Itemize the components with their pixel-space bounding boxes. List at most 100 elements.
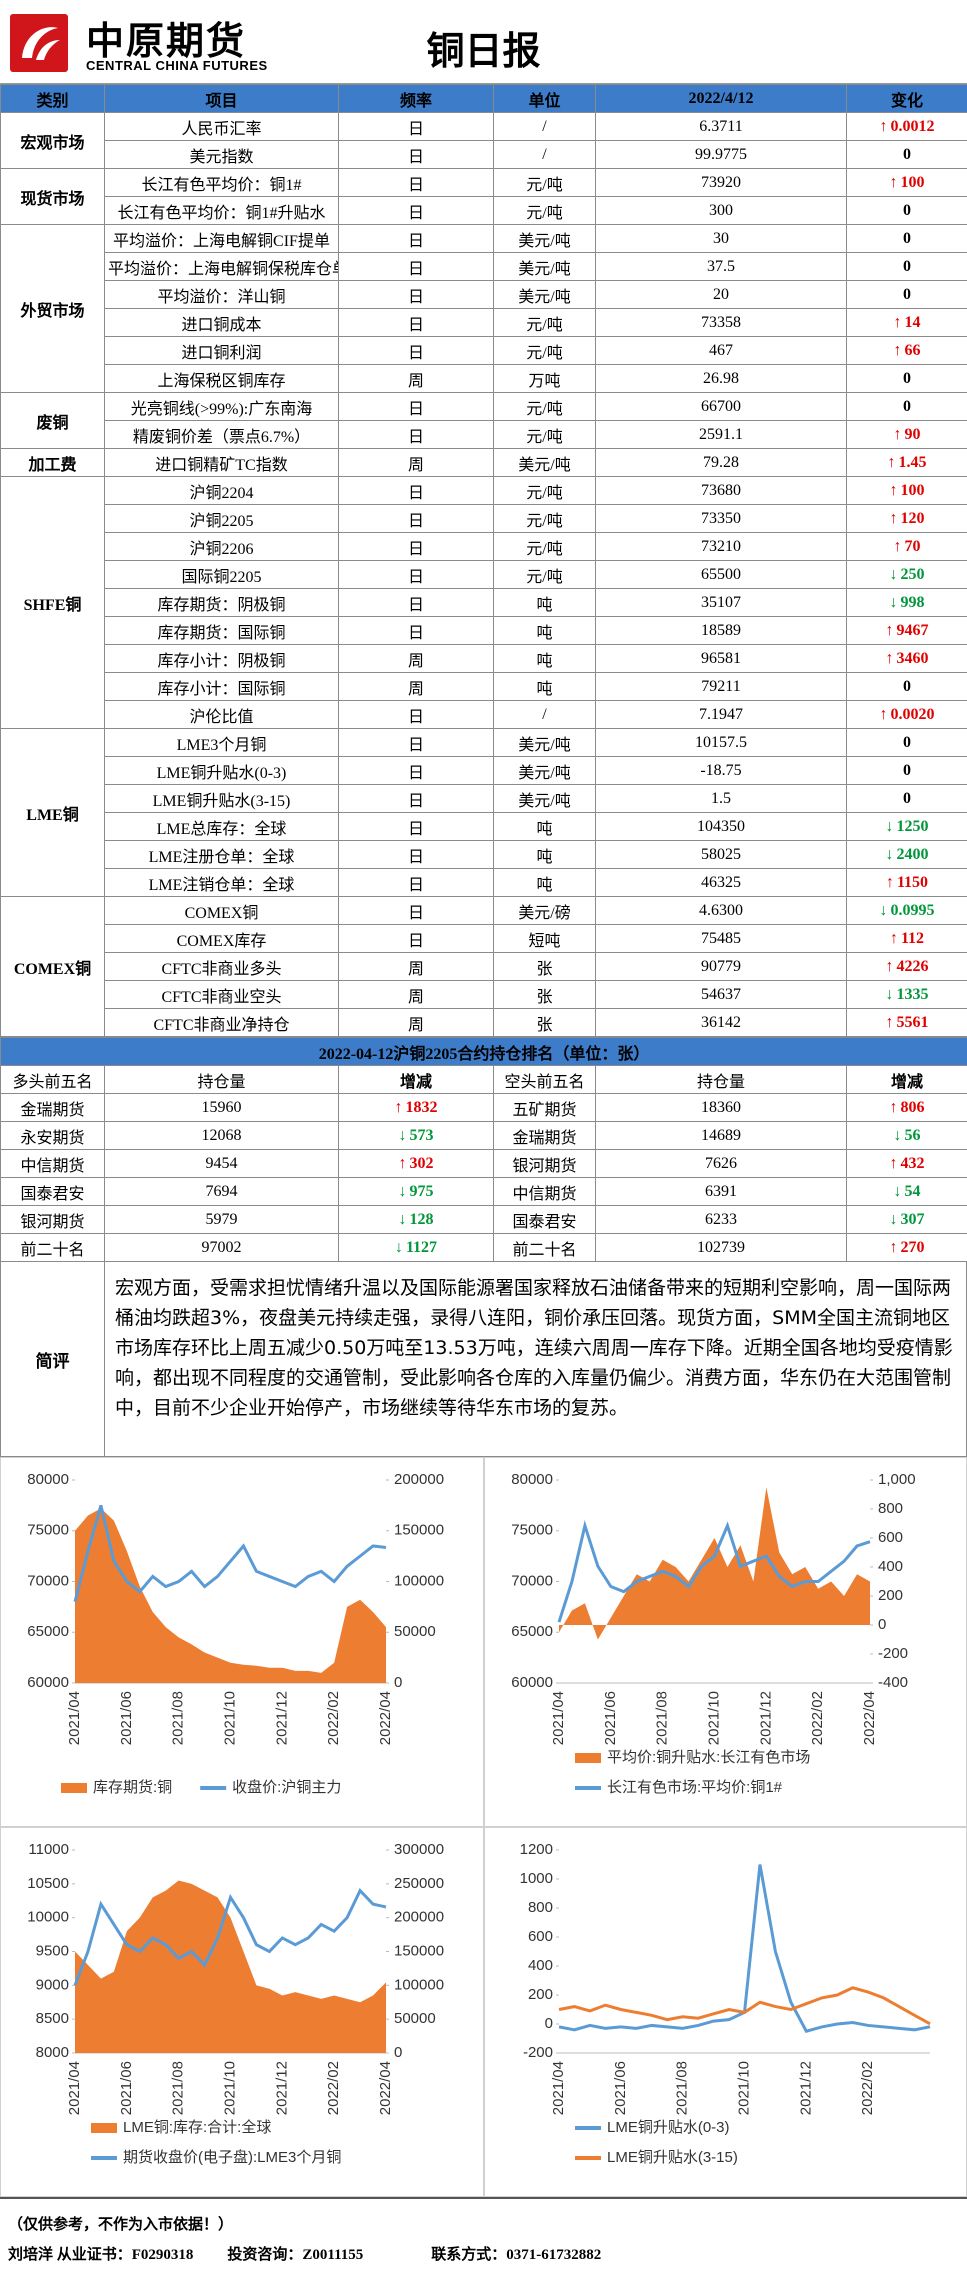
x-tick-label: 2022/02: [325, 1691, 342, 1745]
change: 128: [338, 1205, 494, 1234]
freq: 日: [338, 280, 494, 309]
unit: 元/吨: [493, 392, 596, 421]
volume: 9454: [104, 1149, 339, 1178]
freq: 日: [338, 700, 494, 729]
logo-subtext: CENTRAL CHINA FUTURES: [86, 58, 268, 73]
subheader: 持仓量: [104, 1065, 339, 1094]
value: 300: [595, 196, 847, 225]
freq: 日: [338, 812, 494, 841]
value: 2591.1: [595, 420, 847, 449]
y-tick-label: 75000: [27, 1522, 69, 1539]
unit: 万吨: [493, 364, 596, 393]
x-tick-label: 2021/12: [797, 2061, 814, 2115]
chart: -200 0 200 400 600 800 1000 1200 2021/04 2021/06 2…: [520, 1841, 931, 2166]
item: 美元指数: [104, 140, 339, 169]
value: 73210: [595, 532, 847, 561]
freq: 周: [338, 364, 494, 393]
category: LME铜: [0, 728, 105, 897]
position-row: 前二十名970021127前二十名102739270: [0, 1233, 967, 1262]
value: 75485: [595, 924, 847, 953]
y-tick-label: 80000: [511, 1471, 553, 1488]
item: CFTC非商业空头: [104, 980, 339, 1009]
value: 36142: [595, 1008, 847, 1037]
data-row: CFTC非商业净持仓周张361425561: [1, 1008, 967, 1037]
unit: 元/吨: [493, 532, 596, 561]
unit: 吨: [493, 644, 596, 673]
value: 66700: [595, 392, 847, 421]
y-tick-label: 75000: [511, 1522, 553, 1539]
freq: 日: [338, 112, 494, 141]
member: 中信期货: [493, 1177, 596, 1206]
x-tick-label: 2022/04: [377, 2061, 394, 2115]
freq: 周: [338, 1008, 494, 1037]
author: 刘培洋 从业证书：F0290318: [8, 2247, 194, 2263]
y2-tick-label: 50000: [394, 2010, 436, 2027]
item: 进口铜利润: [104, 336, 339, 365]
category: 废铜: [0, 392, 105, 449]
column-header: 变化: [846, 84, 967, 113]
category: 加工费: [0, 448, 105, 477]
data-row: LME注册仓单：全球日吨580252400: [1, 840, 967, 869]
value: 7.1947: [595, 700, 847, 729]
item: 沪铜2205: [104, 504, 339, 533]
volume: 14689: [595, 1121, 847, 1150]
y-tick-label: 65000: [511, 1623, 553, 1640]
item: 平均溢价：上海电解铜CIF提单: [104, 224, 339, 253]
freq: 日: [338, 728, 494, 757]
legend-label: 收盘价:沪铜主力: [232, 1778, 341, 1796]
value: 4.6300: [595, 896, 847, 925]
freq: 日: [338, 504, 494, 533]
data-row: 平均溢价：洋山铜日美元/吨 20 0: [1, 280, 967, 309]
change: 66: [846, 336, 967, 365]
change: 806: [845, 1093, 967, 1122]
x-tick-label: 2022/04: [377, 1691, 394, 1745]
change: 0: [846, 140, 967, 169]
member: 金瑞期货: [0, 1093, 105, 1122]
subheader: 增减: [338, 1065, 494, 1094]
data-row: CFTC非商业多头周张907794226: [1, 952, 967, 981]
y-tick-label: 1200: [520, 1841, 553, 1858]
change: 100: [846, 168, 967, 197]
y-tick-label: 9500: [36, 1942, 69, 1959]
data-row: LME铜升贴水(0-3) 日美元/吨 -18.75 0: [1, 756, 967, 785]
member: 国泰君安: [0, 1177, 105, 1206]
data-row: 库存期货：阴极铜日吨35107998: [1, 588, 967, 617]
area: [75, 1508, 386, 1683]
legend-label: 库存期货:铜: [93, 1779, 172, 1796]
y2-tick-label: 200000: [394, 1909, 444, 1926]
freq: 日: [338, 392, 494, 421]
data-row: 废铜 光亮铜线(>99%):广东南海日元/吨 66700 0: [0, 392, 967, 449]
value: 54637: [595, 980, 847, 1009]
legend-swatch: [61, 1783, 87, 1793]
item: 进口铜成本: [104, 308, 339, 337]
unit: 张: [493, 952, 596, 981]
item: LME铜升贴水(0-3): [104, 756, 339, 785]
subheader: 多头前五名: [0, 1065, 105, 1094]
unit: 美元/磅: [493, 896, 596, 925]
position-row: 金瑞期货159601832五矿期货18360806: [0, 1093, 967, 1122]
unit: 吨: [493, 812, 596, 841]
change: 70: [846, 532, 967, 561]
value: 20: [595, 280, 847, 309]
legend-label: LME铜:库存:合计:全球: [123, 2118, 271, 2136]
unit: 吨: [493, 616, 596, 645]
column-header: 类别: [0, 84, 105, 113]
freq: 日: [338, 420, 494, 449]
change: 0: [846, 252, 967, 281]
item: LME注销仓单：全球: [104, 868, 339, 897]
logo-mark: [22, 27, 60, 60]
y2-tick-label: 300000: [394, 1841, 444, 1858]
item: 国际铜2205: [104, 560, 339, 589]
item: LME3个月铜: [104, 728, 339, 757]
y-tick-label: 8500: [36, 2010, 69, 2027]
freq: 日: [338, 784, 494, 813]
member: 银河期货: [493, 1149, 596, 1178]
item: 人民币汇率: [104, 112, 339, 141]
position-row: 银河期货5979128国泰君安6233307: [0, 1205, 967, 1234]
data-row: 长江有色平均价：铜1#升贴水日元/吨 300 0: [1, 196, 967, 225]
freq: 周: [338, 952, 494, 981]
logo-icon: [10, 14, 68, 72]
